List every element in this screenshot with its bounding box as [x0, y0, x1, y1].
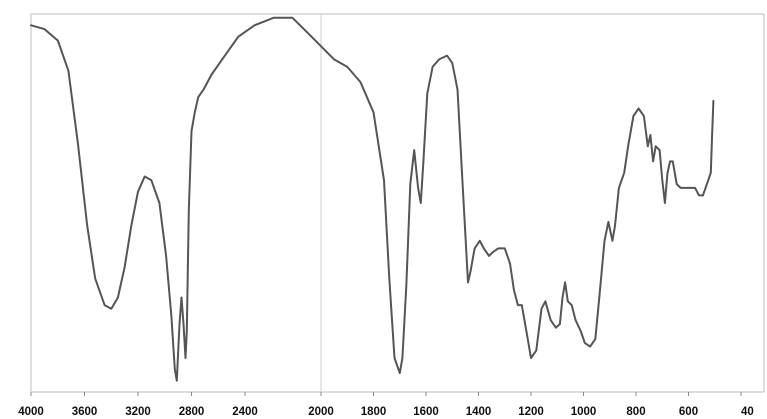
series-layer [30, 16, 715, 382]
x-tick-label: 600 [679, 406, 698, 418]
x-tick-label: 1200 [518, 406, 544, 418]
x-tick-label: 800 [626, 406, 645, 418]
x-tick-label: 3600 [72, 406, 98, 418]
x-tick-label: 3200 [125, 406, 151, 418]
spectrum-line-0 [30, 16, 715, 382]
x-tick-label: 40 [741, 406, 754, 418]
x-tick-label: 1800 [361, 406, 387, 418]
x-tick-label: 4000 [18, 406, 44, 418]
plot-frame [30, 13, 765, 393]
x-axis-ticks: 4000 3600 3200 2800 2400 2000 1800 1600 1400 1200… [18, 392, 754, 418]
x-tick-label: 2400 [232, 406, 258, 418]
x-tick-label: 1600 [413, 406, 439, 418]
x-tick-label: 1400 [466, 406, 492, 418]
x-tick-label: 1000 [571, 406, 597, 418]
x-tick-label: 2800 [179, 406, 205, 418]
x-tick-label: 2000 [308, 406, 334, 418]
